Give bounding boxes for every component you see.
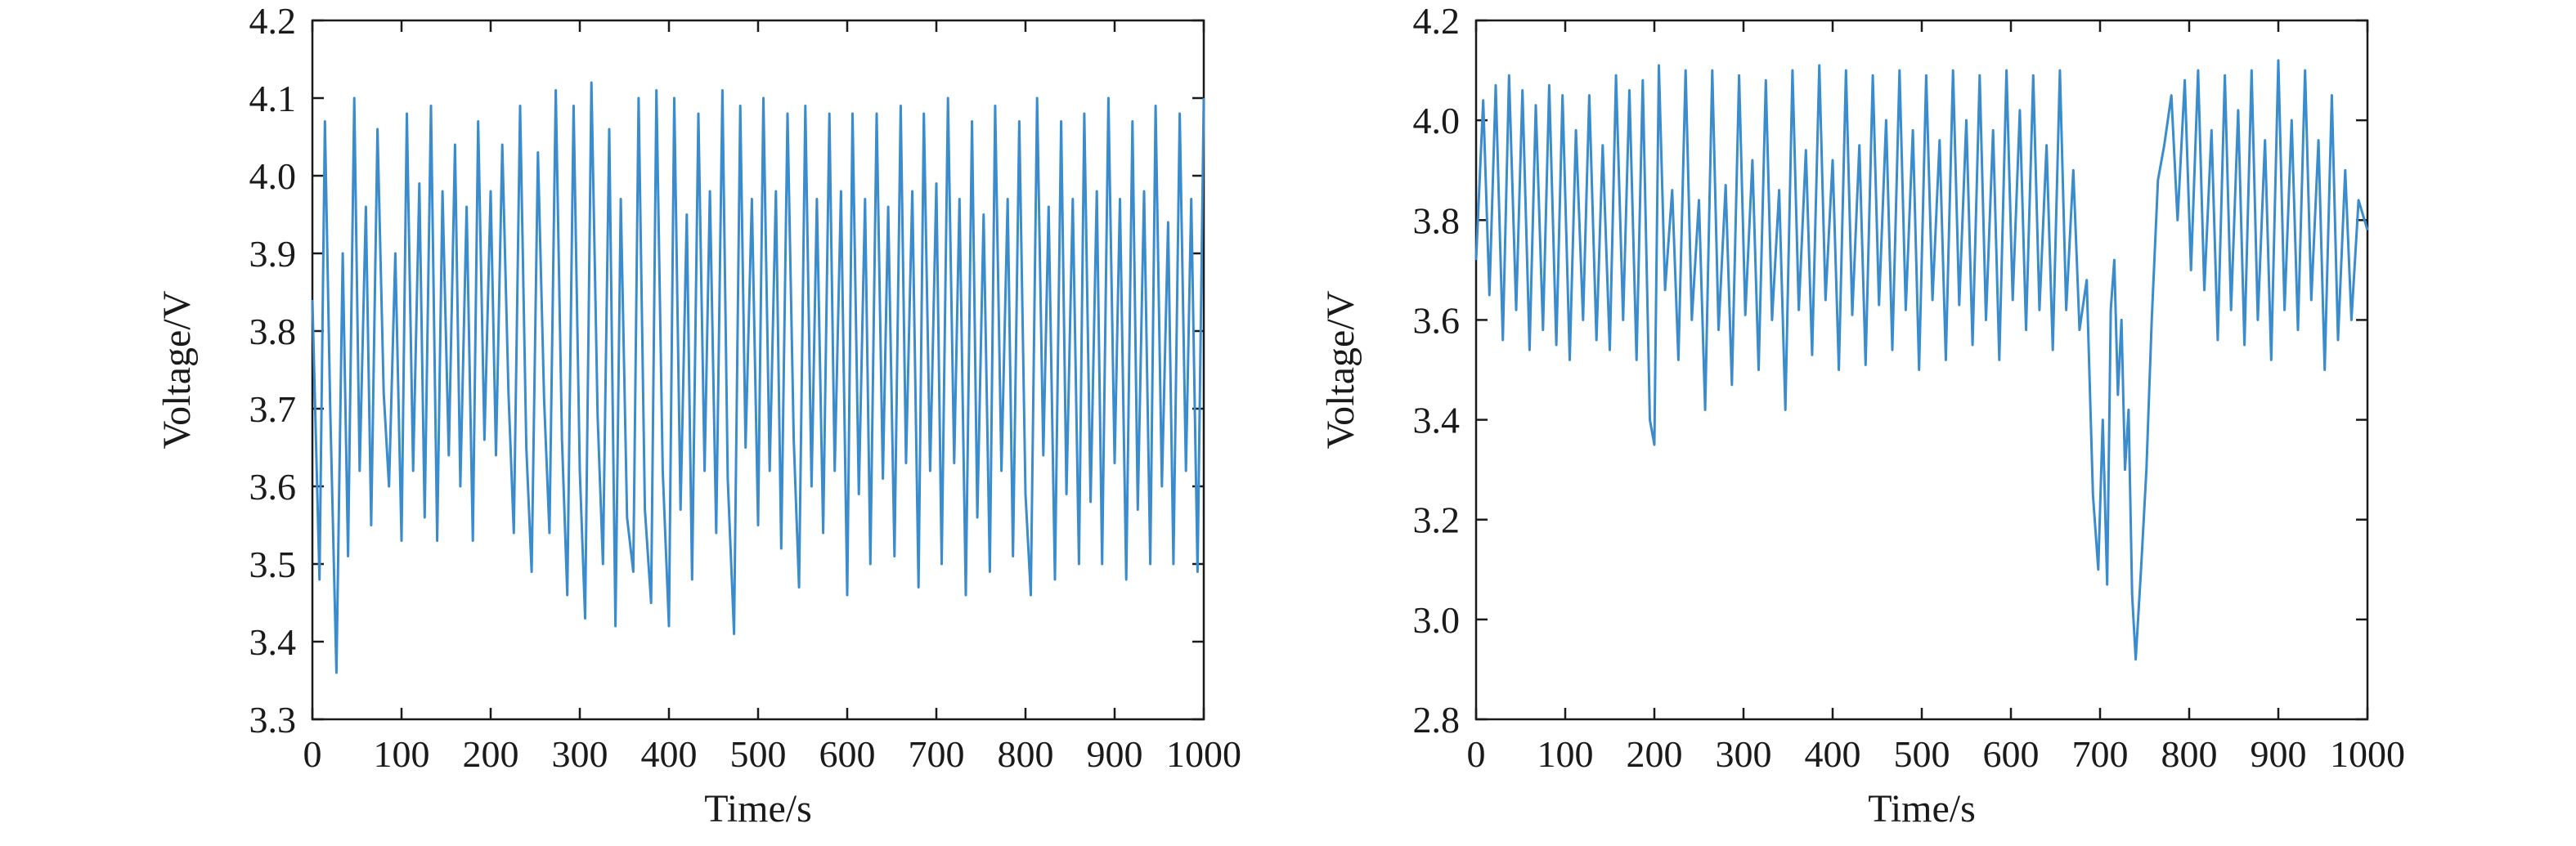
y-tick-label: 2.8	[1413, 699, 1461, 741]
y-tick-label: 4.2	[249, 0, 297, 42]
y-axis-title: Voltage/V	[155, 290, 199, 449]
x-tick-label: 0	[1467, 733, 1486, 775]
y-tick-label: 3.9	[249, 233, 297, 275]
y-tick-label: 3.5	[249, 544, 297, 585]
chart-panel-left: 0 100 200 300 400 500 600 700 800 900 1000 3.3 3.4 3.…	[155, 0, 1241, 830]
x-tick-label: 400	[1805, 733, 1861, 775]
x-tick-label: 100	[1537, 733, 1594, 775]
x-tick-label: 300	[552, 733, 608, 775]
y-tick-label: 3.4	[1413, 400, 1461, 441]
y-tick-label: 3.8	[1413, 199, 1461, 241]
x-axis-title: Time/s	[1868, 787, 1976, 830]
y-tick-label: 4.1	[249, 78, 297, 119]
x-tick-label: 900	[2251, 733, 2307, 775]
x-tick-label: 0	[303, 733, 322, 775]
y-tick-label: 3.0	[1413, 599, 1461, 641]
y-tick-label: 3.3	[249, 699, 297, 741]
x-tick-label: 700	[2072, 733, 2129, 775]
x-tick-label: 800	[2161, 733, 2218, 775]
x-axis-title: Time/s	[704, 787, 812, 830]
x-tick-label: 1000	[1166, 733, 1241, 775]
y-tick-label: 3.7	[249, 388, 297, 430]
chart-panel-right: 0 100 200 300 400 500 600 700 800 900 1000 2.8 3.0 3.…	[1319, 0, 2405, 830]
x-tick-label: 500	[1894, 733, 1950, 775]
y-tick-label: 3.4	[249, 621, 297, 663]
y-tick-label: 4.0	[1413, 100, 1461, 141]
y-tick-label: 3.2	[1413, 499, 1461, 541]
x-tick-label: 1000	[2330, 733, 2405, 775]
y-tick-label: 3.8	[249, 311, 297, 352]
x-tick-label: 600	[1983, 733, 2040, 775]
y-axis-title: Voltage/V	[1319, 290, 1362, 449]
x-tick-label: 100	[374, 733, 430, 775]
x-tick-label: 300	[1716, 733, 1772, 775]
y-tick-label: 3.6	[249, 466, 297, 508]
x-tick-label: 700	[909, 733, 965, 775]
voltage-series-line	[1474, 59, 2369, 661]
y-tick-label: 4.2	[1413, 0, 1461, 42]
x-tick-label: 900	[1087, 733, 1143, 775]
x-tick-label: 200	[463, 733, 519, 775]
y-tick-label: 3.6	[1413, 299, 1461, 341]
y-tick-label: 4.0	[249, 155, 297, 197]
plot-frame	[1474, 19, 2369, 721]
x-tick-label: 600	[819, 733, 876, 775]
x-tick-label: 200	[1627, 733, 1683, 775]
x-tick-label: 800	[998, 733, 1054, 775]
x-tick-label: 500	[730, 733, 787, 775]
x-tick-label: 400	[641, 733, 698, 775]
voltage-series-line	[311, 81, 1205, 674]
